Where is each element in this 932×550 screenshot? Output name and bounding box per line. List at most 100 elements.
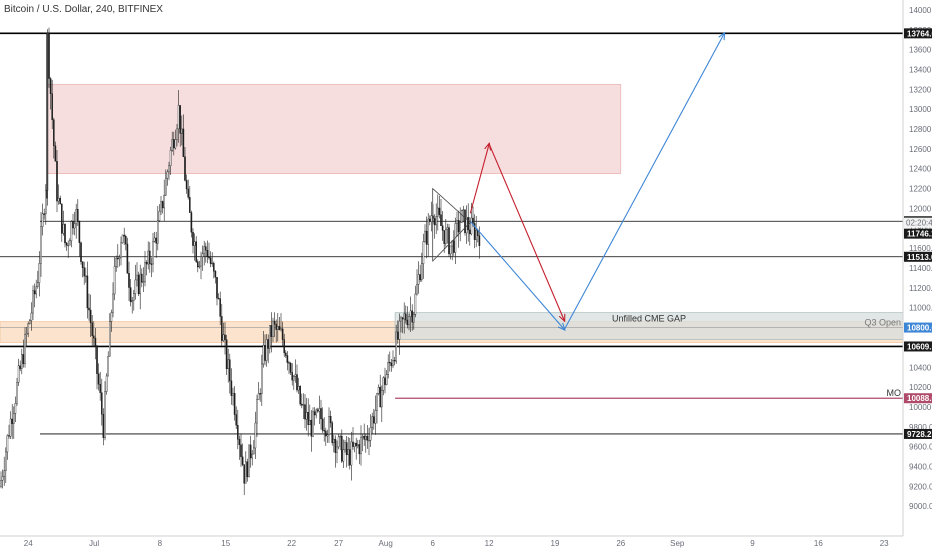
candle-body: [283, 339, 286, 354]
candle-body: [264, 344, 266, 361]
candle-body: [321, 418, 324, 431]
blue-arrow-segment: [469, 220, 564, 329]
candle-body: [76, 209, 79, 222]
price-badge-9728.2: 9728.2: [907, 430, 932, 439]
candle-body: [88, 307, 90, 311]
price-tick-label: 11400.0: [909, 264, 932, 273]
candle-body: [425, 230, 428, 245]
candle-body: [345, 442, 348, 456]
candle-body: [331, 422, 334, 444]
price-tick-label: 11200.0: [909, 284, 932, 293]
candle-body: [366, 435, 369, 441]
candle-body: [204, 246, 207, 251]
candle-body: [337, 436, 340, 448]
candle-body: [73, 223, 76, 229]
candle-body: [12, 413, 15, 424]
candle-body: [49, 78, 52, 94]
candle-body: [285, 352, 287, 356]
candle-body: [398, 320, 401, 340]
candle-body: [270, 325, 273, 337]
price-tick-label: 12800.0: [909, 125, 932, 134]
candle-body: [192, 232, 194, 246]
candle-body: [358, 444, 361, 455]
candle-body: [429, 218, 431, 222]
price-tick-label: 12000.0: [909, 204, 932, 213]
candle-body: [230, 380, 233, 396]
candle-body: [33, 290, 36, 295]
candle-body: [390, 362, 393, 367]
candle-body: [294, 374, 297, 377]
candle-body: [61, 203, 63, 234]
candle-body: [374, 410, 377, 424]
price-tick-label: 13600.0: [909, 46, 932, 55]
candle-body: [14, 403, 17, 414]
candle-body: [37, 282, 39, 287]
candle-body: [190, 212, 193, 233]
candle-body: [445, 228, 447, 244]
candle-body: [158, 210, 161, 221]
candle-body: [56, 161, 58, 202]
price-badge-11513.0-bg: [904, 251, 932, 262]
candle-body: [177, 105, 180, 130]
candle-body: [107, 356, 109, 377]
candle-body: [233, 393, 236, 415]
candle-body: [473, 223, 476, 240]
candle-body: [35, 286, 37, 295]
candle-body: [381, 389, 383, 408]
candle-body: [323, 430, 326, 432]
candle-body: [325, 430, 327, 437]
candle-body: [179, 105, 182, 134]
candle-body: [320, 408, 322, 420]
candle-body: [249, 444, 252, 459]
candle-body: [75, 209, 77, 225]
candle-body: [365, 435, 367, 440]
candle-body: [342, 449, 345, 462]
triangle-pattern: [432, 187, 471, 263]
price-badge-current: 11746.1: [907, 230, 932, 239]
candle-body: [132, 293, 135, 301]
candle-body: [305, 412, 308, 420]
candle-body: [411, 310, 414, 323]
candle-body: [176, 128, 178, 140]
candle-body: [29, 320, 31, 324]
candle-body: [225, 339, 228, 370]
candle-body: [161, 201, 164, 209]
candle-body: [449, 245, 452, 255]
candle-body: [187, 188, 190, 198]
price-tick-label: 10200.0: [909, 383, 932, 392]
candle-body: [296, 374, 298, 391]
candle-body: [275, 324, 278, 330]
candle-body: [195, 241, 198, 262]
candle-body: [259, 393, 262, 395]
candle-body: [475, 229, 478, 240]
candle-body: [459, 222, 462, 233]
price-badge-10800.0-bg: [904, 322, 932, 333]
candle-body: [38, 263, 41, 283]
candle-body: [188, 197, 191, 213]
candle-body: [318, 408, 321, 412]
candle-body: [443, 230, 446, 244]
price-badge-9728.2-bg: [904, 428, 932, 439]
candle-body: [131, 300, 134, 303]
candle-body: [350, 441, 353, 466]
candle-body: [59, 197, 61, 205]
time-axis[interactable]: 24 Jul 8 15 22 27 Aug 6 12 19 26 Sep 9 16 23: [0, 535, 903, 548]
candle-body: [326, 434, 329, 437]
candle-body: [257, 393, 260, 400]
candle-body: [83, 267, 85, 277]
candle-body: [214, 271, 217, 278]
price-axis[interactable]: 9000.0 9200.0 9400.0 9600.0 9800.0 10000.0 102…: [902, 0, 932, 536]
candle-body: [437, 207, 439, 217]
price-badge-10088.0: 10088.0: [907, 394, 932, 403]
candle-body: [124, 236, 127, 245]
candle-body: [363, 436, 366, 440]
candle-body: [421, 263, 423, 281]
candle-body: [0, 480, 2, 487]
candle-body: [16, 382, 18, 404]
drawings-layer: [432, 33, 725, 329]
time-tick-label: Jul: [89, 539, 99, 548]
candle-body: [313, 411, 316, 416]
time-tick-label: 22: [287, 539, 296, 548]
candle-body: [180, 128, 183, 134]
